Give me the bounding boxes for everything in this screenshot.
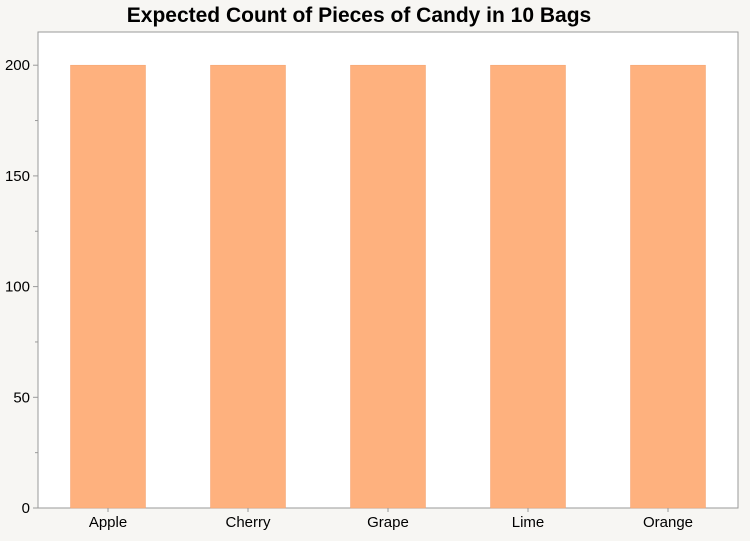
x-tick-label: Apple <box>89 514 127 531</box>
y-tick-label: 100 <box>5 279 30 296</box>
y-tick-label: 0 <box>22 500 30 517</box>
x-axis: Apple Cherry Grape Lime Orange <box>89 508 693 531</box>
y-tick-label: 50 <box>13 389 30 406</box>
y-tick-label: 150 <box>5 168 30 185</box>
bar-grape <box>350 64 426 509</box>
bar-apple <box>70 64 146 509</box>
bar-orange <box>630 64 706 509</box>
x-tick-label: Grape <box>367 514 409 531</box>
x-tick-label: Lime <box>512 514 545 531</box>
x-tick-label: Cherry <box>225 514 271 531</box>
y-axis: 0 50 100 150 200 <box>5 57 38 517</box>
x-tick-label: Orange <box>643 514 693 531</box>
bars-group <box>70 64 706 509</box>
y-tick-label: 200 <box>5 57 30 74</box>
bar-lime <box>490 64 566 509</box>
chart-title: Expected Count of Pieces of Candy in 10 … <box>126 4 592 27</box>
bar-cherry <box>210 64 286 509</box>
